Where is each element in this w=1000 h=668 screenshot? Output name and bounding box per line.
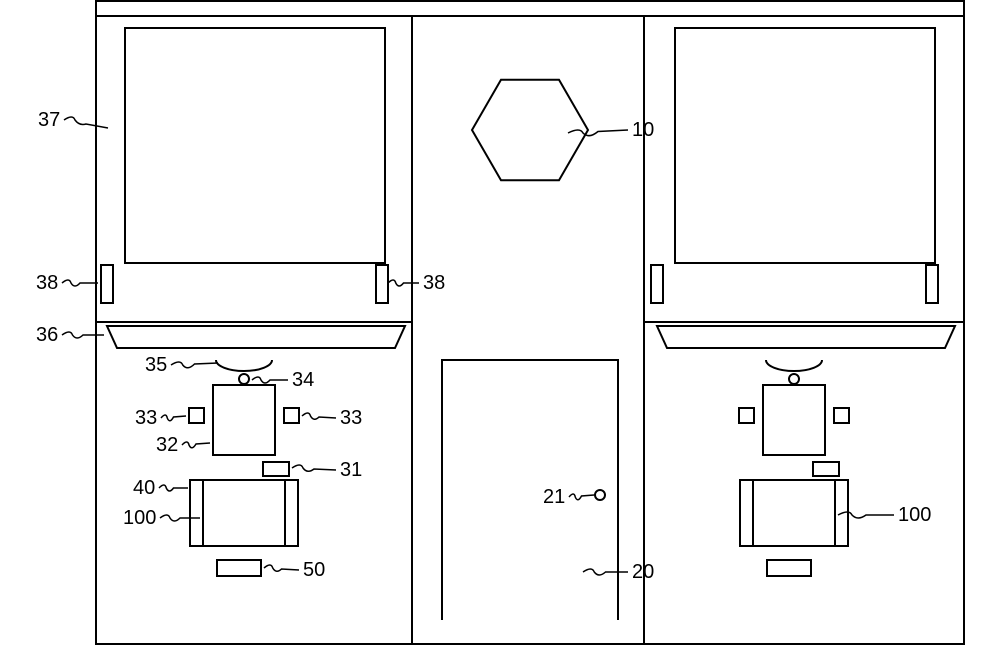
- ref-label-10: 10: [632, 119, 654, 141]
- handle-38-left: [101, 265, 113, 303]
- tray-36-left: [107, 326, 405, 348]
- ref-label-100: 100: [123, 507, 156, 529]
- ref-label-38: 38: [36, 272, 58, 294]
- ref-label-20: 20: [632, 561, 654, 583]
- leader-40: [159, 485, 188, 491]
- rect-40: [190, 480, 298, 546]
- sq-33-right: [284, 408, 299, 423]
- ref-label-40: 40: [133, 477, 155, 499]
- dot-34: [239, 374, 249, 384]
- sq-right-l: [739, 408, 754, 423]
- leader-38: [62, 280, 98, 286]
- leader-34: [252, 377, 288, 383]
- leader-50: [264, 565, 299, 571]
- leader-100: [160, 515, 200, 521]
- arc-right: [766, 360, 822, 371]
- handle-right-panel-l: [651, 265, 663, 303]
- right-upper-rect: [675, 28, 935, 263]
- left-upper-rect-37: [125, 28, 385, 263]
- leader-10: [568, 130, 628, 136]
- sq-33-left: [189, 408, 204, 423]
- leader-37: [64, 117, 108, 128]
- handle-right-panel-r: [926, 265, 938, 303]
- rect-outer-right: [740, 480, 848, 546]
- rect-50: [217, 560, 261, 576]
- ref-label-100: 100: [898, 504, 931, 526]
- tray-right: [657, 326, 955, 348]
- leader-100: [838, 512, 894, 518]
- sq-right-r: [834, 408, 849, 423]
- ref-label-38: 38: [423, 272, 445, 294]
- ref-label-32: 32: [156, 434, 178, 456]
- leader-20: [583, 569, 628, 575]
- rect-100-left: [203, 480, 285, 546]
- rect-top-right: [763, 385, 825, 455]
- dot-right: [789, 374, 799, 384]
- arc-35-left: [216, 360, 272, 371]
- ref-label-33: 33: [340, 407, 362, 429]
- leader-31: [292, 465, 336, 471]
- diagram-canvas: 37 38 38 36 35 34 33 33 32 31 40 100 50 10 21 20 100: [0, 0, 1000, 663]
- rect-small-right: [813, 462, 839, 476]
- rect-100-right: [753, 480, 835, 546]
- hexagon-10: [472, 80, 588, 180]
- leader-35: [171, 362, 218, 368]
- knob-21: [595, 490, 605, 500]
- rect-31: [263, 462, 289, 476]
- ref-label-36: 36: [36, 324, 58, 346]
- door-20: [442, 360, 618, 620]
- leader-38: [388, 280, 419, 286]
- leader-33: [161, 415, 186, 421]
- leader-21: [569, 494, 594, 500]
- ref-label-37: 37: [38, 109, 60, 131]
- diagram-svg: 37 38 38 36 35 34 33 33 32 31 40 100 50 10 21 20 100: [0, 0, 1000, 663]
- leader-36: [62, 332, 104, 338]
- ref-label-34: 34: [292, 369, 314, 391]
- ref-label-33: 33: [135, 407, 157, 429]
- ref-label-35: 35: [145, 354, 167, 376]
- leader-33: [302, 413, 336, 419]
- rect-bottom-right: [767, 560, 811, 576]
- ref-label-21: 21: [543, 486, 565, 508]
- ref-label-31: 31: [340, 459, 362, 481]
- rect-32: [213, 385, 275, 455]
- ref-label-50: 50: [303, 559, 325, 581]
- handle-38-right: [376, 265, 388, 303]
- leader-32: [182, 442, 210, 448]
